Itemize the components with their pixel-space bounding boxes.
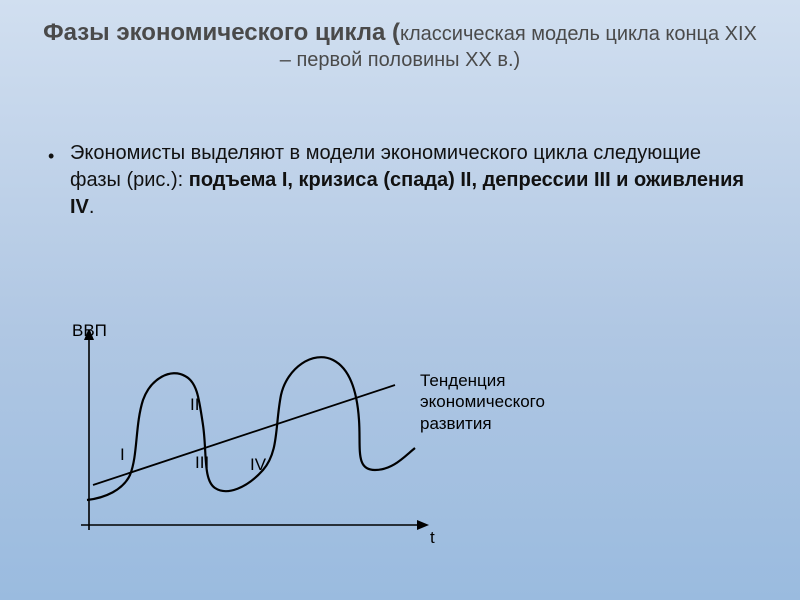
economic-cycle-chart: I II III IV xyxy=(75,330,445,540)
body-suffix: . xyxy=(89,196,95,218)
cycle-curve xyxy=(87,357,415,500)
x-axis-arrow-icon xyxy=(417,520,429,530)
trend-legend-line2: экономического xyxy=(420,391,545,412)
x-axis-label: t xyxy=(430,528,435,548)
slide: Фазы экономического цикла (классическая … xyxy=(0,0,800,600)
phase-label-I: I xyxy=(120,445,125,464)
phase-label-IV: IV xyxy=(250,455,267,474)
trend-line xyxy=(93,385,395,485)
body-paragraph: • Экономисты выделяют в модели экономиче… xyxy=(70,140,750,221)
trend-legend: Тенденция экономического развития xyxy=(420,370,545,434)
trend-legend-line1: Тенденция xyxy=(420,370,545,391)
title-main: Фазы экономического цикла ( xyxy=(43,19,400,46)
phase-label-II: II xyxy=(190,395,199,414)
title-block: Фазы экономического цикла (классическая … xyxy=(40,18,760,73)
y-axis-label: ВВП xyxy=(72,322,106,340)
trend-legend-line3: развития xyxy=(420,413,545,434)
phase-label-III: III xyxy=(195,453,209,472)
bullet-icon: • xyxy=(48,144,54,168)
